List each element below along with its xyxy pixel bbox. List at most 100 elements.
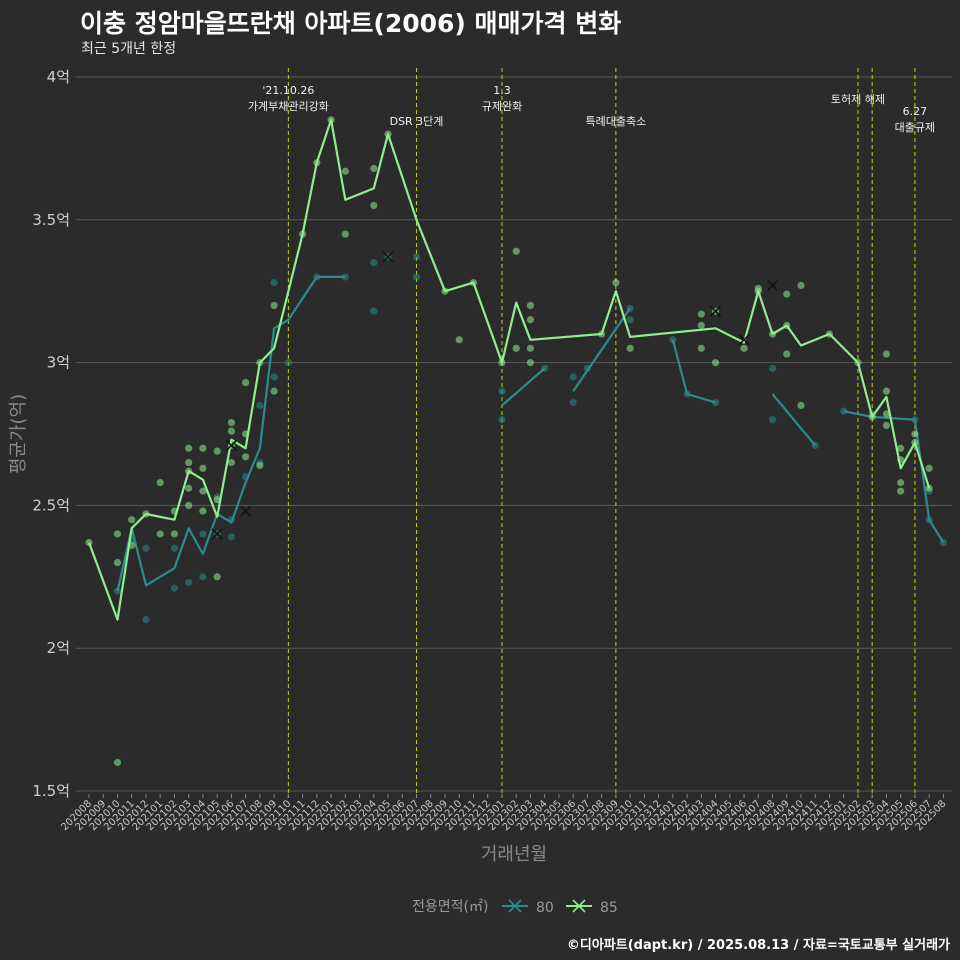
cancelled-stroke <box>211 528 223 540</box>
data-point <box>213 573 221 581</box>
data-point <box>569 398 577 407</box>
legend: 전용면적(㎡) 80 85 <box>412 899 618 916</box>
data-point <box>797 401 805 410</box>
data-point <box>341 230 349 238</box>
data-point <box>911 430 919 438</box>
data-point <box>526 316 535 324</box>
data-point <box>797 281 805 290</box>
data-point <box>199 507 207 515</box>
data-point <box>199 487 207 495</box>
data-point <box>227 418 235 427</box>
data-point <box>897 444 905 452</box>
data-point <box>199 573 207 581</box>
data-point <box>128 516 136 524</box>
cancelled-marker <box>710 305 722 317</box>
data-point <box>711 359 720 367</box>
data-point <box>669 336 677 344</box>
data-point <box>270 279 278 287</box>
data-point <box>284 359 292 367</box>
legend-title: 전용면적(㎡) <box>412 899 488 915</box>
y-tick-label: 2억 <box>47 639 70 657</box>
data-point <box>370 201 378 210</box>
grid-lines <box>76 76 952 792</box>
data-point <box>526 359 535 367</box>
y-tick-label: 4억 <box>47 68 70 86</box>
data-point <box>113 758 122 767</box>
cancelled-marker <box>240 505 252 517</box>
y-tick-label: 1.5억 <box>32 782 70 800</box>
cancelled-stroke <box>710 305 722 317</box>
data-point <box>412 273 421 281</box>
data-point <box>768 364 777 372</box>
data-point <box>256 401 264 410</box>
cancelled-marker <box>382 251 394 263</box>
cancelled-stroke <box>382 251 394 263</box>
data-point <box>185 458 193 467</box>
data-point <box>185 444 193 452</box>
data-point <box>925 464 933 472</box>
cancelled-stroke <box>738 334 750 346</box>
data-point <box>882 410 891 418</box>
event-label: 1.3 <box>493 84 511 97</box>
series-layer <box>85 116 948 767</box>
data-point <box>370 164 378 172</box>
data-point <box>768 416 777 424</box>
series-85 <box>85 116 933 767</box>
data-point <box>185 578 193 587</box>
data-point <box>156 478 164 487</box>
series-line <box>671 339 716 404</box>
cancelled-stroke <box>225 439 237 451</box>
axis-layer: 1.5억2억2.5억3억3.5억4억2020082020092020102020… <box>32 68 948 833</box>
chart-title: 이충 정암마을뜨란채 아파트(2006) 매매가격 변화 <box>80 9 622 38</box>
data-point <box>612 279 620 287</box>
data-point <box>185 501 193 509</box>
data-point <box>697 344 705 352</box>
data-point <box>156 530 164 538</box>
data-point <box>526 301 535 310</box>
data-point <box>113 530 122 538</box>
data-point <box>412 253 421 261</box>
data-point <box>370 259 378 267</box>
series-line <box>116 275 346 592</box>
event-label: 가계부채관리강화 <box>248 100 329 113</box>
cancelled-marker <box>766 279 779 292</box>
data-point <box>455 336 463 344</box>
data-point <box>227 533 235 541</box>
series-line <box>771 393 817 447</box>
chart-subtitle: 최근 5개년 한정 <box>81 41 177 57</box>
data-point <box>512 247 520 255</box>
y-tick-label: 2.5억 <box>32 496 70 514</box>
data-point <box>882 350 891 358</box>
data-point <box>697 310 705 318</box>
data-point <box>783 290 791 298</box>
data-point <box>270 373 278 381</box>
data-point <box>569 373 577 381</box>
data-point <box>341 167 349 175</box>
event-label: 규제완화 <box>482 100 522 113</box>
event-label: 6.27 <box>903 105 928 118</box>
data-point <box>897 478 905 487</box>
data-point <box>142 616 150 624</box>
data-point <box>199 464 207 472</box>
legend-cross <box>508 899 522 913</box>
data-point <box>740 344 748 352</box>
data-point <box>170 530 179 538</box>
data-point <box>270 301 278 310</box>
data-point <box>256 461 264 470</box>
series-line <box>501 367 546 407</box>
data-point <box>242 453 250 461</box>
data-point <box>626 344 634 352</box>
source-caption: ©디아파트(dapt.kr) / 2025.08.13 / 자료=국토교통부 실… <box>566 938 950 953</box>
data-point <box>242 378 250 387</box>
data-point <box>199 530 207 538</box>
data-point <box>897 487 905 495</box>
cancelled-stroke <box>766 279 779 292</box>
legend-cross <box>572 899 586 913</box>
cancelled-marker <box>225 439 237 451</box>
data-point <box>213 447 221 455</box>
legend-item-85: 85 <box>566 899 618 916</box>
cancelled-marker <box>211 528 223 540</box>
data-point <box>227 458 235 467</box>
data-point <box>498 416 506 424</box>
